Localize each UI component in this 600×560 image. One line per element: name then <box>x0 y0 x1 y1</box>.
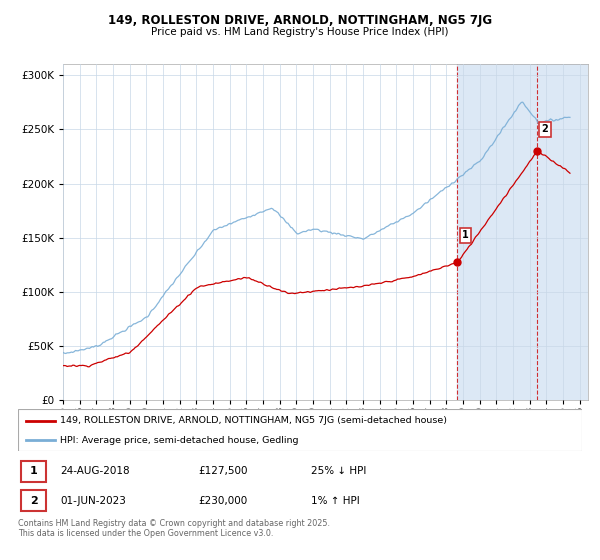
Text: 01-JUN-2023: 01-JUN-2023 <box>60 496 126 506</box>
Text: HPI: Average price, semi-detached house, Gedling: HPI: Average price, semi-detached house,… <box>60 436 299 445</box>
Text: 25% ↓ HPI: 25% ↓ HPI <box>311 466 367 476</box>
Text: 2: 2 <box>29 496 37 506</box>
Text: 2: 2 <box>542 124 548 134</box>
Text: 24-AUG-2018: 24-AUG-2018 <box>60 466 130 476</box>
Text: Contains HM Land Registry data © Crown copyright and database right 2025.: Contains HM Land Registry data © Crown c… <box>18 519 330 528</box>
Text: £127,500: £127,500 <box>199 466 248 476</box>
Text: 149, ROLLESTON DRIVE, ARNOLD, NOTTINGHAM, NG5 7JG: 149, ROLLESTON DRIVE, ARNOLD, NOTTINGHAM… <box>108 14 492 27</box>
Text: Price paid vs. HM Land Registry's House Price Index (HPI): Price paid vs. HM Land Registry's House … <box>151 27 449 37</box>
Bar <box>21 491 46 511</box>
Text: £230,000: £230,000 <box>199 496 248 506</box>
Bar <box>457 64 588 400</box>
Text: 1: 1 <box>462 230 469 240</box>
Text: 1% ↑ HPI: 1% ↑ HPI <box>311 496 360 506</box>
Text: 149, ROLLESTON DRIVE, ARNOLD, NOTTINGHAM, NG5 7JG (semi-detached house): 149, ROLLESTON DRIVE, ARNOLD, NOTTINGHAM… <box>60 416 448 425</box>
Text: 1: 1 <box>29 466 37 476</box>
Bar <box>21 461 46 482</box>
Text: This data is licensed under the Open Government Licence v3.0.: This data is licensed under the Open Gov… <box>18 529 274 538</box>
